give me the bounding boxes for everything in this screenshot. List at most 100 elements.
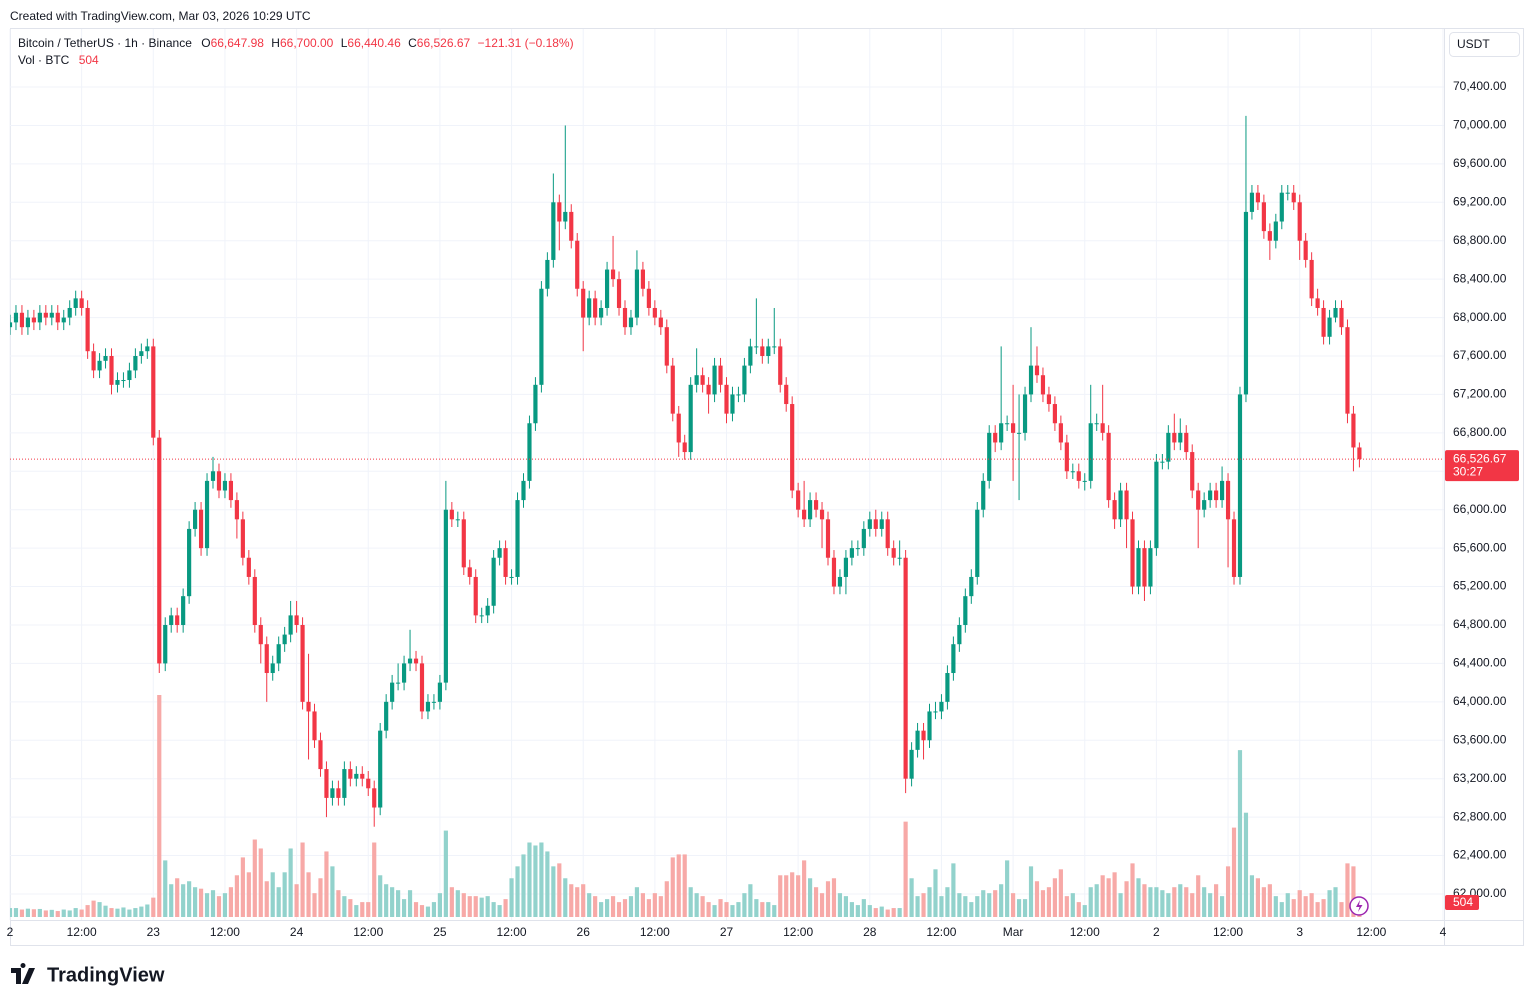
- candle-body: [784, 384, 789, 405]
- volume-bar: [1184, 887, 1189, 917]
- volume-bar: [1255, 878, 1260, 917]
- candle-body: [234, 500, 239, 520]
- volume-bar: [808, 878, 813, 917]
- candle-body: [97, 360, 102, 371]
- candle-body: [521, 480, 526, 501]
- volume-bar: [646, 899, 651, 917]
- candle-body: [688, 384, 693, 453]
- volume-bar: [951, 863, 956, 917]
- candle-body: [13, 312, 19, 323]
- volume-bar: [1297, 890, 1302, 917]
- volume-bar: [1345, 863, 1350, 917]
- candle-body: [1094, 423, 1099, 425]
- currency[interactable]: USDT: [1457, 37, 1490, 51]
- volume-bar: [348, 899, 353, 917]
- volume-bar: [354, 905, 359, 917]
- volume-bar: [1028, 866, 1034, 917]
- volume-bar: [1106, 878, 1111, 917]
- volume-bar: [372, 842, 377, 917]
- volume-bar: [587, 893, 592, 917]
- candle-body: [25, 317, 31, 328]
- currency-button[interactable]: [1449, 32, 1520, 57]
- candle-body: [551, 202, 556, 260]
- volume-bar: [85, 905, 90, 917]
- candle-body: [342, 769, 347, 798]
- candle-body: [754, 346, 759, 348]
- candle-body: [294, 615, 299, 625]
- candle-body: [1357, 447, 1362, 460]
- volume-bar: [330, 866, 335, 917]
- volume-bar: [324, 851, 329, 917]
- volume-bar: [981, 890, 986, 917]
- volume-bar: [91, 900, 96, 917]
- axes: 62,000.0062,400.0062,800.0063,200.0063,6…: [7, 79, 1519, 939]
- volume-bar: [891, 908, 896, 917]
- volume-bar: [1088, 887, 1093, 917]
- volume-bar: [425, 906, 431, 917]
- volume-bar: [181, 884, 186, 917]
- volume-bar: [1005, 860, 1010, 917]
- volume-bar: [909, 878, 914, 917]
- candle-body: [736, 394, 741, 396]
- x-tick-label: 25: [433, 925, 447, 939]
- volume-bar: [1064, 896, 1069, 917]
- volume-bar: [210, 890, 216, 917]
- candle-body: [413, 658, 419, 664]
- candle-body: [813, 500, 819, 510]
- symbol: Bitcoin / TetherUS · 1h · Binance: [18, 36, 192, 50]
- candle-body: [790, 404, 795, 491]
- candle-body: [1231, 519, 1237, 577]
- volume-bar: [736, 902, 741, 917]
- candle-body: [1196, 490, 1201, 510]
- volume-bar: [628, 896, 634, 917]
- candle-body: [1178, 432, 1183, 443]
- x-tick-label: 12:00: [1213, 925, 1243, 939]
- candle-body: [55, 312, 60, 323]
- candle-body: [646, 288, 651, 308]
- volume-bar: [527, 842, 532, 917]
- volume-bar: [1046, 887, 1052, 917]
- candle-body: [210, 471, 216, 481]
- volume-bar: [127, 909, 132, 917]
- volume-bar: [915, 896, 920, 917]
- candle-body: [85, 307, 90, 352]
- candle-body: [1309, 259, 1314, 299]
- volume-bar: [503, 899, 508, 917]
- volume-bar: [31, 909, 36, 917]
- volume-bar: [13, 908, 19, 917]
- candle-body: [975, 509, 980, 577]
- last-price-box: [1445, 450, 1519, 482]
- volume-bar: [1118, 893, 1123, 917]
- candle-body: [509, 576, 514, 578]
- volume-bar: [1148, 887, 1153, 917]
- candle-body: [288, 615, 293, 635]
- volume-bar: [1142, 884, 1147, 917]
- candle-body: [169, 615, 174, 625]
- candle-body: [175, 615, 180, 625]
- volume-bar: [360, 902, 365, 917]
- candle-body: [951, 644, 956, 674]
- volume-bar: [121, 907, 126, 917]
- y-tick-label: 62,400.00: [1453, 848, 1507, 862]
- volume-bar: [545, 851, 550, 917]
- volume-bar: [228, 887, 234, 917]
- y-tick-label: 66,000.00: [1453, 502, 1507, 516]
- volume-bar: [903, 821, 908, 917]
- volume-bar: [115, 908, 120, 917]
- candle-body: [879, 519, 884, 529]
- volume-bar: [610, 896, 616, 917]
- volume-bar: [1058, 869, 1063, 917]
- candle-body: [19, 312, 25, 328]
- candle-body: [1142, 548, 1147, 587]
- candle-body: [449, 509, 454, 520]
- volume-bar: [766, 902, 771, 917]
- volume-bar: [1321, 899, 1326, 917]
- volume-bar: [294, 884, 299, 917]
- candle-body: [276, 644, 281, 664]
- candle-body: [437, 682, 442, 702]
- x-tick-label: 27: [720, 925, 734, 939]
- candle-body: [390, 682, 395, 702]
- volume-bar: [688, 887, 693, 917]
- candle-body: [634, 269, 640, 318]
- volume-bar: [258, 848, 263, 917]
